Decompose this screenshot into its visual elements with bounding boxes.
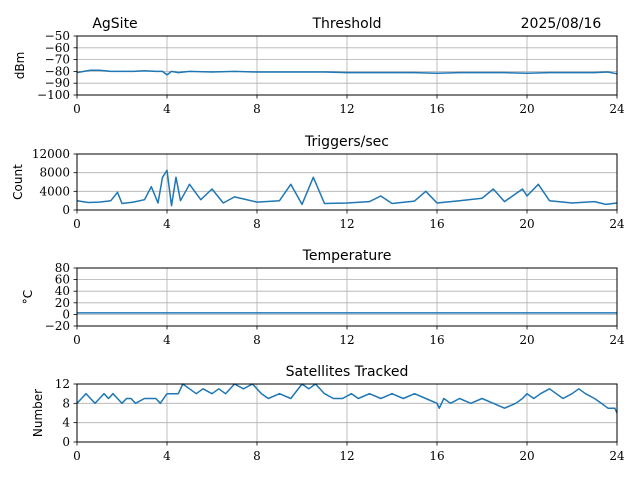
temperature-title: Temperature — [302, 248, 392, 264]
triggers-sec-x-tick-label: 4 — [163, 217, 171, 231]
threshold-y-tick-label: −60 — [45, 41, 70, 55]
triggers-sec-x-tick-label: 16 — [429, 217, 444, 231]
threshold-x-tick-label: 12 — [339, 102, 354, 116]
threshold-x-tick-label: 24 — [609, 102, 625, 116]
satellites-tracked-x-tick-label: 24 — [609, 449, 625, 463]
threshold-y-tick-label: −70 — [45, 53, 70, 67]
temperature-x-tick-label: 8 — [253, 333, 261, 347]
threshold-title: Threshold — [312, 16, 382, 32]
triggers-sec-y-tick-label: 12000 — [32, 147, 70, 161]
panels: 0 4 8 12 16 20 24 −100−90−80−70−60−50 Threshold d… — [11, 16, 625, 463]
satellites-tracked-x-tick-label: 0 — [73, 449, 81, 463]
triggers-sec-panel: 0 4 8 12 16 20 24 0 4000 8000 12000 Triggers/sec Cou… — [11, 134, 625, 231]
triggers-sec-y-tick-label: 8000 — [39, 166, 70, 180]
triggers-sec-x-tick-label: 8 — [253, 217, 261, 231]
threshold-x-tick-label: 20 — [519, 102, 534, 116]
satellites-tracked-x-tick-label: 20 — [519, 449, 534, 463]
temperature-x-tick-label: 0 — [73, 333, 81, 347]
triggers-sec-y-axis-label: Count — [11, 164, 25, 200]
temperature-x-tick-label: 4 — [163, 333, 171, 347]
temperature-y-tick-label: 40 — [55, 284, 70, 298]
satellites-tracked-y-tick-label: 12 — [55, 377, 70, 391]
threshold-x-tick-label: 16 — [429, 102, 444, 116]
threshold-series-line — [76, 69, 618, 76]
triggers-sec-x-tick-label: 24 — [609, 217, 625, 231]
satellites-tracked-y-tick-label: 4 — [62, 416, 70, 430]
temperature-y-axis-label: °C — [21, 290, 35, 304]
temperature-y-tick-label: −20 — [45, 319, 70, 333]
threshold-x-tick-label: 0 — [73, 102, 81, 116]
triggers-sec-title: Triggers/sec — [304, 134, 389, 150]
temperature-x-tick-label: 12 — [339, 333, 354, 347]
temperature-x-tick-label: 16 — [429, 333, 444, 347]
satellites-tracked-x-tick-label: 4 — [163, 449, 171, 463]
triggers-sec-x-tick-label: 0 — [73, 217, 81, 231]
threshold-y-tick-label: −50 — [45, 29, 70, 43]
temperature-y-tick-label: 20 — [55, 296, 70, 310]
triggers-sec-x-tick-label: 20 — [519, 217, 534, 231]
threshold-x-tick-label: 8 — [253, 102, 261, 116]
satellites-tracked-y-tick-label: 0 — [62, 435, 70, 449]
triggers-sec-y-tick-label: 0 — [62, 203, 70, 217]
threshold-y-tick-label: −80 — [45, 64, 70, 78]
temperature-x-tick-label: 20 — [519, 333, 534, 347]
threshold-y-tick-label: −90 — [45, 76, 70, 90]
temperature-y-tick-label: 0 — [62, 307, 70, 321]
temperature-y-tick-label: 80 — [55, 261, 70, 275]
satellites-tracked-x-tick-label: 16 — [429, 449, 444, 463]
triggers-sec-series-line — [76, 169, 618, 207]
satellites-tracked-x-tick-label: 12 — [339, 449, 354, 463]
threshold-panel: 0 4 8 12 16 20 24 −100−90−80−70−60−50 Threshold d… — [13, 16, 625, 116]
triggers-sec-y-tick-label: 4000 — [39, 184, 70, 198]
threshold-y-axis-label: dBm — [13, 52, 27, 80]
satellites-tracked-panel: 0 4 8 12 16 20 24 0 4 8 12 Satellites Tracked Number — [31, 364, 625, 463]
satellites-tracked-y-axis-label: Number — [31, 389, 45, 437]
satellites-tracked-series-line — [76, 383, 618, 414]
date-label: 2025/08/16 — [521, 16, 602, 32]
temperature-x-tick-label: 24 — [609, 333, 625, 347]
satellites-tracked-title: Satellites Tracked — [286, 364, 409, 380]
satellites-tracked-y-tick-label: 8 — [62, 396, 70, 410]
threshold-y-tick-label: −100 — [37, 88, 70, 102]
threshold-x-tick-label: 4 — [163, 102, 171, 116]
site-label: AgSite — [92, 16, 137, 32]
triggers-sec-x-tick-label: 12 — [339, 217, 354, 231]
temperature-y-tick-label: 60 — [55, 273, 70, 287]
satellites-tracked-x-tick-label: 8 — [253, 449, 261, 463]
